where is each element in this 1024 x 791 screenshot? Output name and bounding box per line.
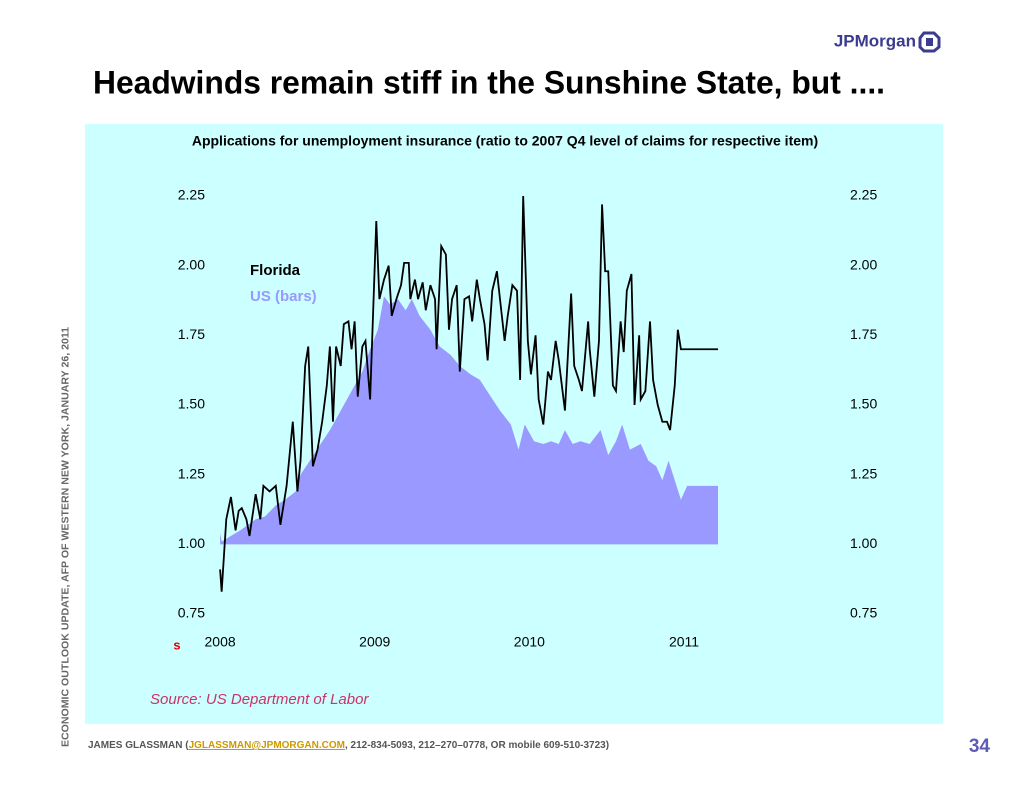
sidebar-text: ECONOMIC OUTLOOK UPDATE, AFP OF WESTERN … xyxy=(61,327,72,747)
y-tick-label: 1.00 xyxy=(178,535,205,551)
footer-text: , 212-834-5093, 212–270–0778, OR mobile … xyxy=(345,740,609,751)
footer-email[interactable]: JGLASSMAN@JPMORGAN.COM xyxy=(189,740,345,751)
y-tick-label: 0.75 xyxy=(178,605,205,621)
legend-label: US (bars) xyxy=(250,288,317,305)
annotation: s xyxy=(173,637,180,652)
logo-icon xyxy=(918,31,941,53)
chart-title: Applications for unemployment insurance … xyxy=(192,133,818,149)
y-tick-label: 2.25 xyxy=(178,187,205,203)
y-tick-label: 1.50 xyxy=(178,396,205,412)
legend-label: Florida xyxy=(250,262,301,279)
chart-panel xyxy=(85,124,943,724)
plot: 0.75 1.00 1.25 1.50 1.75 2.00 2.25 0.75 1.00 1.25… xyxy=(178,187,878,650)
footer: JAMES GLASSMAN (JGLASSMAN@JPMORGAN.COM, … xyxy=(88,740,609,751)
y-tick-label: 2.00 xyxy=(850,256,877,272)
x-tick-label: 2008 xyxy=(205,634,236,650)
page-number: 34 xyxy=(969,736,991,757)
y-tick-label: 1.75 xyxy=(850,326,877,342)
us-area xyxy=(220,296,719,545)
y-tick-label: 0.75 xyxy=(850,605,877,621)
x-tick-label: 2011 xyxy=(669,634,699,650)
y-tick-label: 1.50 xyxy=(850,396,877,412)
y-tick-label: 1.75 xyxy=(178,326,205,342)
x-tick-label: 2010 xyxy=(514,634,545,650)
y-tick-label: 1.00 xyxy=(850,535,877,551)
y-tick-label: 1.25 xyxy=(178,465,205,481)
slide-title: Headwinds remain stiff in the Sunshine S… xyxy=(93,64,885,100)
footer-text: JAMES GLASSMAN ( xyxy=(88,740,189,751)
x-tick-label: 2009 xyxy=(359,634,390,650)
y-tick-label: 2.25 xyxy=(850,187,877,203)
y-tick-label: 2.00 xyxy=(178,256,205,272)
source: Source: US Department of Labor xyxy=(150,691,369,708)
y-tick-label: 1.25 xyxy=(850,465,877,481)
florida-line xyxy=(219,195,719,592)
logo: JPMorgan xyxy=(834,31,916,50)
